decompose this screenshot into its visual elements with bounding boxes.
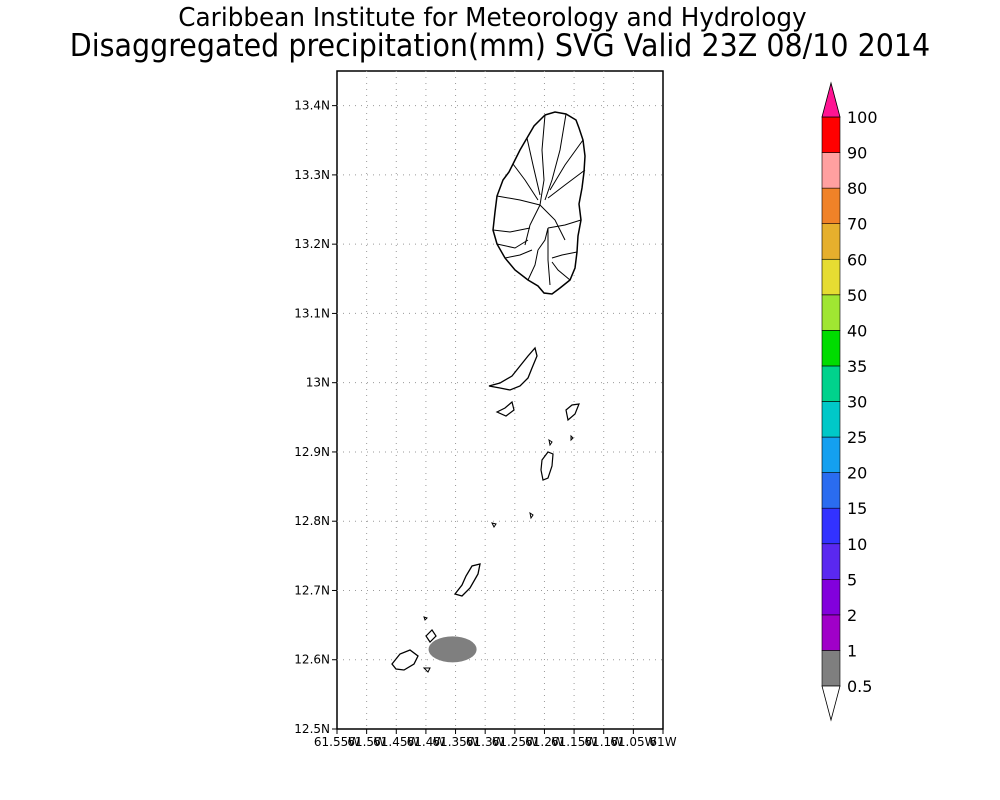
island-canouan xyxy=(540,451,554,481)
colorbar-swatch xyxy=(821,365,841,402)
x-tick-label: 61.25W xyxy=(492,735,538,749)
island-st-vincent xyxy=(492,111,586,295)
colorbar-swatch xyxy=(821,258,841,296)
island-union xyxy=(453,563,481,597)
x-tick-label: 61.3W xyxy=(466,735,505,749)
precip-area-0.5-1mm xyxy=(428,636,477,663)
y-tick-label: 13N xyxy=(306,376,330,390)
colorbar-swatch xyxy=(821,472,841,509)
colorbar-label: 2 xyxy=(847,606,857,625)
colorbar-label: 80 xyxy=(847,179,867,198)
colorbar-label: 40 xyxy=(847,321,867,340)
colorbar-label: 5 xyxy=(847,570,857,589)
x-tick-label: 61.45W xyxy=(373,735,419,749)
colorbar-label: 15 xyxy=(847,499,867,518)
y-tick-label: 13.3N xyxy=(294,168,330,182)
chart-subtitle: Disaggregated precipitation(mm) SVG Vali… xyxy=(69,28,931,64)
colorbar-swatch xyxy=(821,579,841,616)
islet-4 xyxy=(529,511,534,520)
colorbar-label: 50 xyxy=(847,286,867,305)
x-tick-label: 61.2W xyxy=(525,735,564,749)
x-tick-label: 61.5W xyxy=(347,735,386,749)
colorbar-swatch xyxy=(821,187,841,224)
colorbar-over-triangle xyxy=(821,81,841,118)
colorbar-label: 90 xyxy=(847,144,867,163)
colorbar-swatch xyxy=(821,507,841,545)
island-bequia xyxy=(488,346,538,391)
islet-6 xyxy=(423,616,428,621)
x-tick-label: 61.1W xyxy=(584,735,623,749)
y-tick-label: 12.8N xyxy=(294,514,330,528)
colorbar-swatch xyxy=(821,543,841,580)
island-petite-martinique xyxy=(425,629,437,643)
y-tick-label: 13.1N xyxy=(294,306,330,320)
colorbar-label: 70 xyxy=(847,215,867,234)
x-tick-label: 61.55W xyxy=(314,735,360,749)
x-tick-label: 61.05W xyxy=(610,735,656,749)
colorbar-under-triangle xyxy=(821,685,841,722)
y-tick-label: 13.2N xyxy=(294,237,330,251)
colorbar-swatch xyxy=(821,152,841,189)
y-tick-label: 12.9N xyxy=(294,445,330,459)
island-carriacou xyxy=(391,649,419,671)
colorbar-swatch xyxy=(821,436,841,473)
colorbar-label: 35 xyxy=(847,357,867,376)
y-tick-label: 12.6N xyxy=(294,653,330,667)
islet-2 xyxy=(570,434,574,442)
colorbar-swatch xyxy=(821,330,841,367)
colorbar-swatch xyxy=(821,223,841,260)
map-frame xyxy=(336,70,664,730)
colorbar-swatch xyxy=(821,401,841,438)
x-tick-label: 61W xyxy=(649,735,676,749)
colorbar-label: 25 xyxy=(847,428,867,447)
islet-1 xyxy=(548,438,553,447)
grid-lines xyxy=(337,71,663,729)
y-tick-label: 13.4N xyxy=(294,99,330,113)
colorbar-label: 10 xyxy=(847,535,867,554)
y-tick-label: 12.7N xyxy=(294,583,330,597)
colorbar-swatch xyxy=(821,294,841,331)
colorbar-label: 60 xyxy=(847,250,867,269)
x-tick-label: 61.35W xyxy=(432,735,478,749)
colorbar-swatch xyxy=(821,614,841,651)
islet-5 xyxy=(422,667,431,673)
colorbar-label: 100 xyxy=(847,108,878,127)
x-axis-ticks: 61.55W61.5W61.45W61.4W61.35W61.3W61.25W6… xyxy=(314,729,677,749)
island-mustique xyxy=(565,403,580,422)
islet-3 xyxy=(491,522,497,528)
colorbar-label: 1 xyxy=(847,641,857,660)
x-tick-label: 61.4W xyxy=(407,735,446,749)
y-axis-ticks: 12.5N 12.6N 12.7N 12.8N 12.9N 13N 13.1N 13.2N 13… xyxy=(294,99,337,736)
colorbar-label: 0.5 xyxy=(847,677,872,696)
y-tick-label: 12.5N xyxy=(294,722,330,736)
x-tick-label: 61.15W xyxy=(551,735,597,749)
colorbar-label: 30 xyxy=(847,393,867,412)
colorbar-label: 20 xyxy=(847,464,867,483)
chart-title: Caribbean Institute for Meteorology and … xyxy=(178,3,807,33)
colorbar-swatch xyxy=(821,116,841,153)
island-grenadines-small-1 xyxy=(495,400,515,417)
colorbar-swatch xyxy=(821,650,841,687)
